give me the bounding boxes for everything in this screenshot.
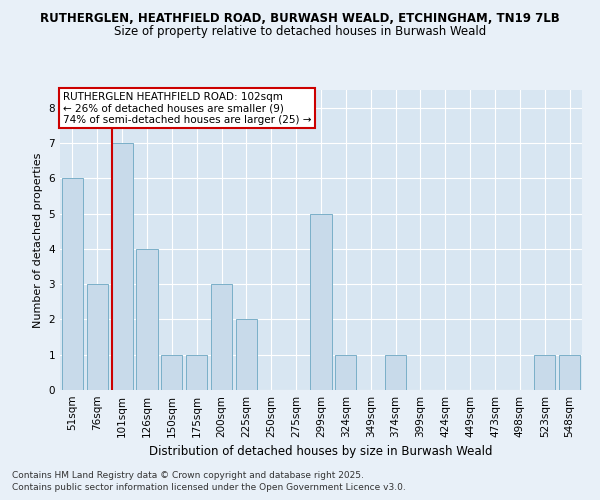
- Text: RUTHERGLEN, HEATHFIELD ROAD, BURWASH WEALD, ETCHINGHAM, TN19 7LB: RUTHERGLEN, HEATHFIELD ROAD, BURWASH WEA…: [40, 12, 560, 26]
- Y-axis label: Number of detached properties: Number of detached properties: [33, 152, 43, 328]
- Bar: [310, 214, 332, 390]
- Text: Contains HM Land Registry data © Crown copyright and database right 2025.: Contains HM Land Registry data © Crown c…: [12, 471, 364, 480]
- Bar: [87, 284, 108, 390]
- Text: Size of property relative to detached houses in Burwash Weald: Size of property relative to detached ho…: [114, 25, 486, 38]
- Bar: [236, 320, 257, 390]
- Bar: [534, 354, 555, 390]
- X-axis label: Distribution of detached houses by size in Burwash Weald: Distribution of detached houses by size …: [149, 446, 493, 458]
- Bar: [136, 249, 158, 390]
- Bar: [112, 143, 133, 390]
- Bar: [211, 284, 232, 390]
- Bar: [559, 354, 580, 390]
- Text: RUTHERGLEN HEATHFIELD ROAD: 102sqm
← 26% of detached houses are smaller (9)
74% : RUTHERGLEN HEATHFIELD ROAD: 102sqm ← 26%…: [62, 92, 311, 124]
- Bar: [385, 354, 406, 390]
- Bar: [186, 354, 207, 390]
- Text: Contains public sector information licensed under the Open Government Licence v3: Contains public sector information licen…: [12, 484, 406, 492]
- Bar: [161, 354, 182, 390]
- Bar: [62, 178, 83, 390]
- Bar: [335, 354, 356, 390]
